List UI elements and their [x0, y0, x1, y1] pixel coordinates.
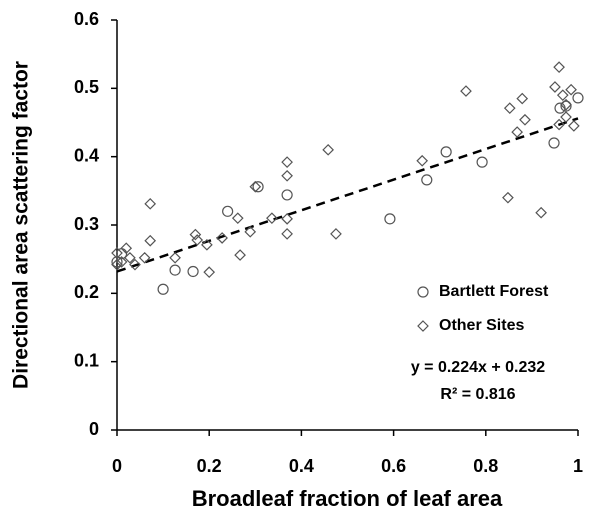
diamond-marker: [511, 126, 523, 138]
diamond-marker: [565, 83, 577, 96]
diamond-marker: [503, 102, 516, 114]
diamond-marker: [281, 156, 293, 168]
diamond-marker: [189, 228, 202, 241]
diamond-marker: [535, 206, 547, 219]
x-axis-label: Broadleaf fraction of leaf area: [192, 486, 503, 511]
y-tick-label: 0.1: [74, 350, 99, 370]
circle-marker: [281, 189, 293, 201]
legend-label: Bartlett Forest: [439, 283, 549, 300]
diamond-marker: [556, 89, 569, 102]
diamond-marker: [549, 81, 561, 93]
y-tick-label: 0.6: [74, 9, 99, 29]
diamond-marker: [553, 118, 565, 131]
diamond-marker: [191, 234, 204, 246]
circle-marker: [252, 181, 264, 193]
diamond-marker: [560, 98, 572, 111]
diamond-marker: [144, 197, 157, 210]
x-tick-label: 0.2: [197, 456, 222, 476]
y-axis-label: Directional area scattering factor: [10, 61, 33, 389]
diamond-marker: [553, 61, 565, 73]
circle-marker: [421, 174, 433, 186]
diamond-marker: [249, 180, 262, 193]
x-tick-label: 0: [112, 456, 122, 476]
circle-marker: [476, 156, 488, 168]
legend-marker: [417, 320, 429, 332]
diamond-marker: [231, 212, 244, 225]
diamond-marker: [322, 143, 334, 156]
diamond-marker: [502, 191, 514, 204]
diamond-marker: [216, 232, 228, 244]
circle-marker: [187, 265, 199, 278]
circle-marker: [222, 205, 234, 217]
diamond-marker: [244, 225, 257, 238]
diamond-marker: [519, 113, 531, 126]
circle-marker: [157, 283, 169, 295]
circle-marker: [554, 102, 566, 114]
diamond-marker: [201, 238, 213, 251]
annotation: R² = 0.816: [440, 386, 515, 403]
diamond-marker: [138, 251, 151, 264]
y-tick-label: 0: [89, 419, 99, 439]
circle-marker: [560, 100, 572, 112]
x-tick-label: 0.6: [381, 456, 406, 476]
y-tick-label: 0.5: [74, 77, 99, 97]
diamond-marker: [560, 111, 572, 123]
diamond-marker: [281, 213, 293, 225]
legend-marker: [417, 286, 429, 298]
y-tick-label: 0.2: [74, 282, 99, 302]
diamond-marker: [460, 85, 472, 97]
diamond-marker: [568, 120, 580, 132]
legend-label: Other Sites: [439, 317, 524, 334]
diamond-marker: [129, 258, 141, 271]
diamond-marker: [120, 242, 133, 255]
x-tick-label: 1: [573, 456, 583, 476]
circle-marker: [440, 146, 452, 158]
x-tick-label: 0.8: [473, 456, 498, 476]
annotation: y = 0.224x + 0.232: [411, 359, 545, 376]
diamond-marker: [281, 228, 293, 240]
diamond-marker: [111, 258, 123, 271]
diamond-marker: [266, 212, 278, 225]
y-tick-label: 0.4: [74, 145, 99, 165]
diamond-marker: [169, 251, 181, 264]
y-tick-label: 0.3: [74, 214, 99, 234]
diamond-marker: [330, 228, 342, 240]
diamond-marker: [144, 234, 157, 247]
trendline: [116, 117, 579, 273]
circle-marker: [111, 256, 123, 268]
x-tick-label: 0.4: [289, 456, 314, 476]
diamond-marker: [281, 169, 293, 182]
diamond-marker: [516, 92, 529, 105]
circle-marker: [548, 137, 560, 149]
circle-marker: [572, 92, 584, 104]
diamond-marker: [115, 256, 128, 268]
diamond-marker: [203, 266, 216, 278]
circle-marker: [169, 264, 181, 276]
diamond-marker: [124, 251, 136, 264]
circle-marker: [384, 213, 396, 225]
diamond-marker: [416, 154, 429, 167]
diamond-marker: [111, 247, 123, 259]
diamond-marker: [234, 249, 246, 261]
